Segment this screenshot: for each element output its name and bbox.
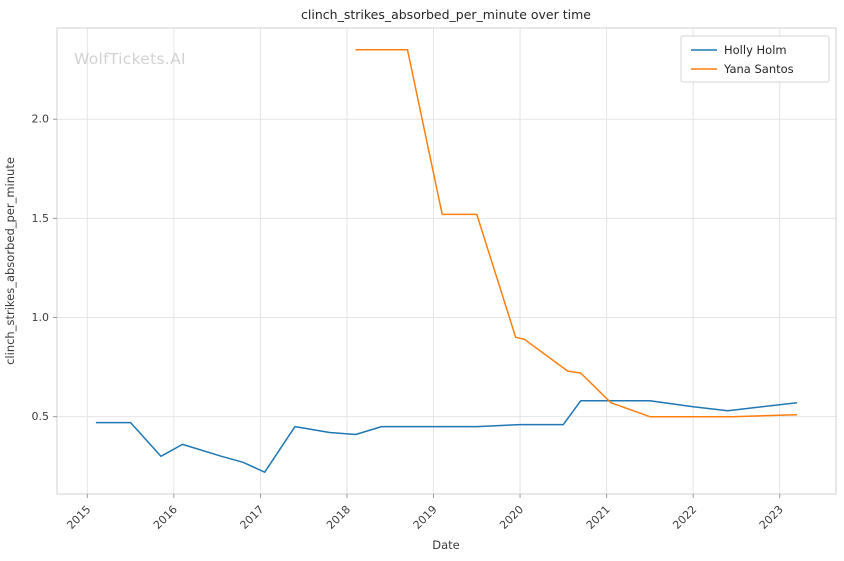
chart-title: clinch_strikes_absorbed_per_minute over …: [301, 7, 591, 22]
x-tick-label: 2015: [64, 503, 93, 532]
y-tick-label: 1.5: [32, 212, 50, 225]
series-layer: [95, 49, 798, 473]
x-tick-label: 2022: [670, 503, 699, 532]
y-tick-label: 2.0: [32, 113, 50, 126]
legend: Holly Holm Yana Santos: [680, 35, 830, 83]
legend-label: Yana Santos: [723, 62, 794, 76]
y-tick-label: 0.5: [32, 410, 50, 423]
legend-box: [680, 35, 830, 83]
x-tick-label: 2019: [411, 503, 440, 532]
watermark: WolfTickets.AI: [74, 50, 186, 68]
x-tick-label: 2023: [757, 503, 786, 532]
series-line-holly-holm: [95, 400, 798, 473]
y-tick-label: 1.0: [32, 311, 50, 324]
x-tick-label: 2017: [238, 503, 267, 532]
plot-frame: [56, 27, 837, 495]
x-tick-label: 2021: [584, 503, 613, 532]
x-axis-label: Date: [432, 538, 460, 552]
x-tick-label: 2020: [497, 503, 526, 532]
x-tick-label: 2018: [324, 503, 353, 532]
legend-label: Holly Holm: [724, 43, 787, 57]
series-line-yana-santos: [355, 49, 798, 418]
y-axis-label: clinch_strikes_absorbed_per_minute: [3, 157, 17, 365]
grid-layer: [57, 28, 836, 494]
x-tick-label: 2016: [151, 503, 180, 532]
